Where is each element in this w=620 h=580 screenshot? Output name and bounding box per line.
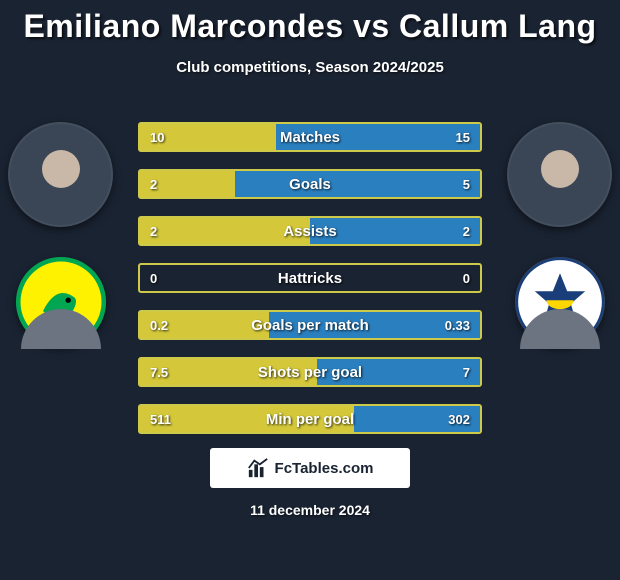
stat-value-right: 5: [463, 177, 470, 192]
season-subtitle: Club competitions, Season 2024/2025: [0, 59, 620, 76]
stat-bar-left: [140, 218, 310, 244]
stat-value-left: 7.5: [150, 365, 168, 380]
stat-value-left: 0: [150, 271, 157, 286]
stat-row: Goals per match0.20.33: [138, 310, 482, 340]
brand-badge: FcTables.com: [210, 448, 410, 488]
stat-value-left: 2: [150, 177, 157, 192]
stat-row: Min per goal511302: [138, 404, 482, 434]
stat-row: Matches1015: [138, 122, 482, 152]
stat-value-right: 7: [463, 365, 470, 380]
player2-avatar: [507, 122, 612, 227]
player2-name: Callum Lang: [399, 8, 597, 44]
vs-label: vs: [353, 8, 390, 44]
stat-value-left: 0.2: [150, 318, 168, 333]
stat-value-right: 2: [463, 224, 470, 239]
stat-bar-right: [310, 218, 480, 244]
chart-bars-icon: [247, 457, 269, 479]
left-avatar-column: [8, 122, 113, 347]
comparison-title: Emiliano Marcondes vs Callum Lang: [0, 0, 620, 45]
brand-text: FcTables.com: [275, 460, 374, 477]
stat-row: Hattricks0 0: [138, 263, 482, 293]
stat-bar-left: [140, 406, 354, 432]
stat-value-right: 302: [448, 412, 470, 427]
comparison-date: 11 december 2024: [0, 502, 620, 518]
right-avatar-column: [507, 122, 612, 347]
stat-row: Shots per goal7.57: [138, 357, 482, 387]
stat-value-right: 0.33: [445, 318, 470, 333]
stat-bar-right: [276, 124, 480, 150]
stat-row: Goals25: [138, 169, 482, 199]
avatar-head: [541, 150, 579, 188]
player1-avatar: [8, 122, 113, 227]
stat-value-left: 2: [150, 224, 157, 239]
stat-bar-right: [317, 359, 480, 385]
avatar-head: [42, 150, 80, 188]
stat-value-right: 15: [456, 130, 470, 145]
stat-value-right: 0: [463, 271, 470, 286]
stat-bar-right: [235, 171, 480, 197]
player1-name: Emiliano Marcondes: [23, 8, 343, 44]
stat-row: Assists22: [138, 216, 482, 246]
stat-value-left: 511: [150, 412, 171, 427]
stat-value-left: 10: [150, 130, 164, 145]
stat-label: Hattricks: [140, 270, 480, 287]
stats-container: Matches1015Goals25Assists22Hattricks00Go…: [138, 122, 482, 434]
